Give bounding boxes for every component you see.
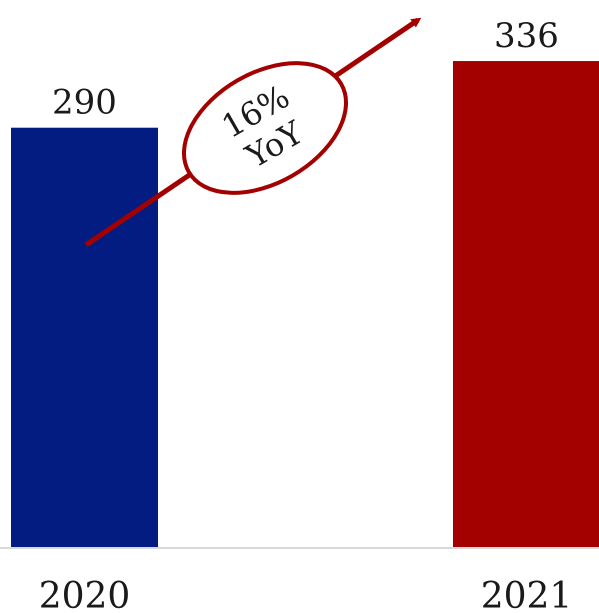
x-tick-label-2021: 2021 bbox=[481, 576, 573, 613]
data-label-2020: 290 bbox=[52, 83, 117, 123]
yoy-ellipse bbox=[181, 61, 349, 195]
x-tick-label-2020: 2020 bbox=[39, 576, 131, 613]
bar-2021 bbox=[453, 61, 599, 548]
bar-2020 bbox=[11, 127, 158, 548]
labels-layer: 290 2020 336 2021 bbox=[39, 16, 573, 613]
growth-annotation: 16% YoY bbox=[84, 17, 422, 248]
data-label-2021: 336 bbox=[494, 16, 559, 56]
bars-layer bbox=[11, 61, 599, 548]
